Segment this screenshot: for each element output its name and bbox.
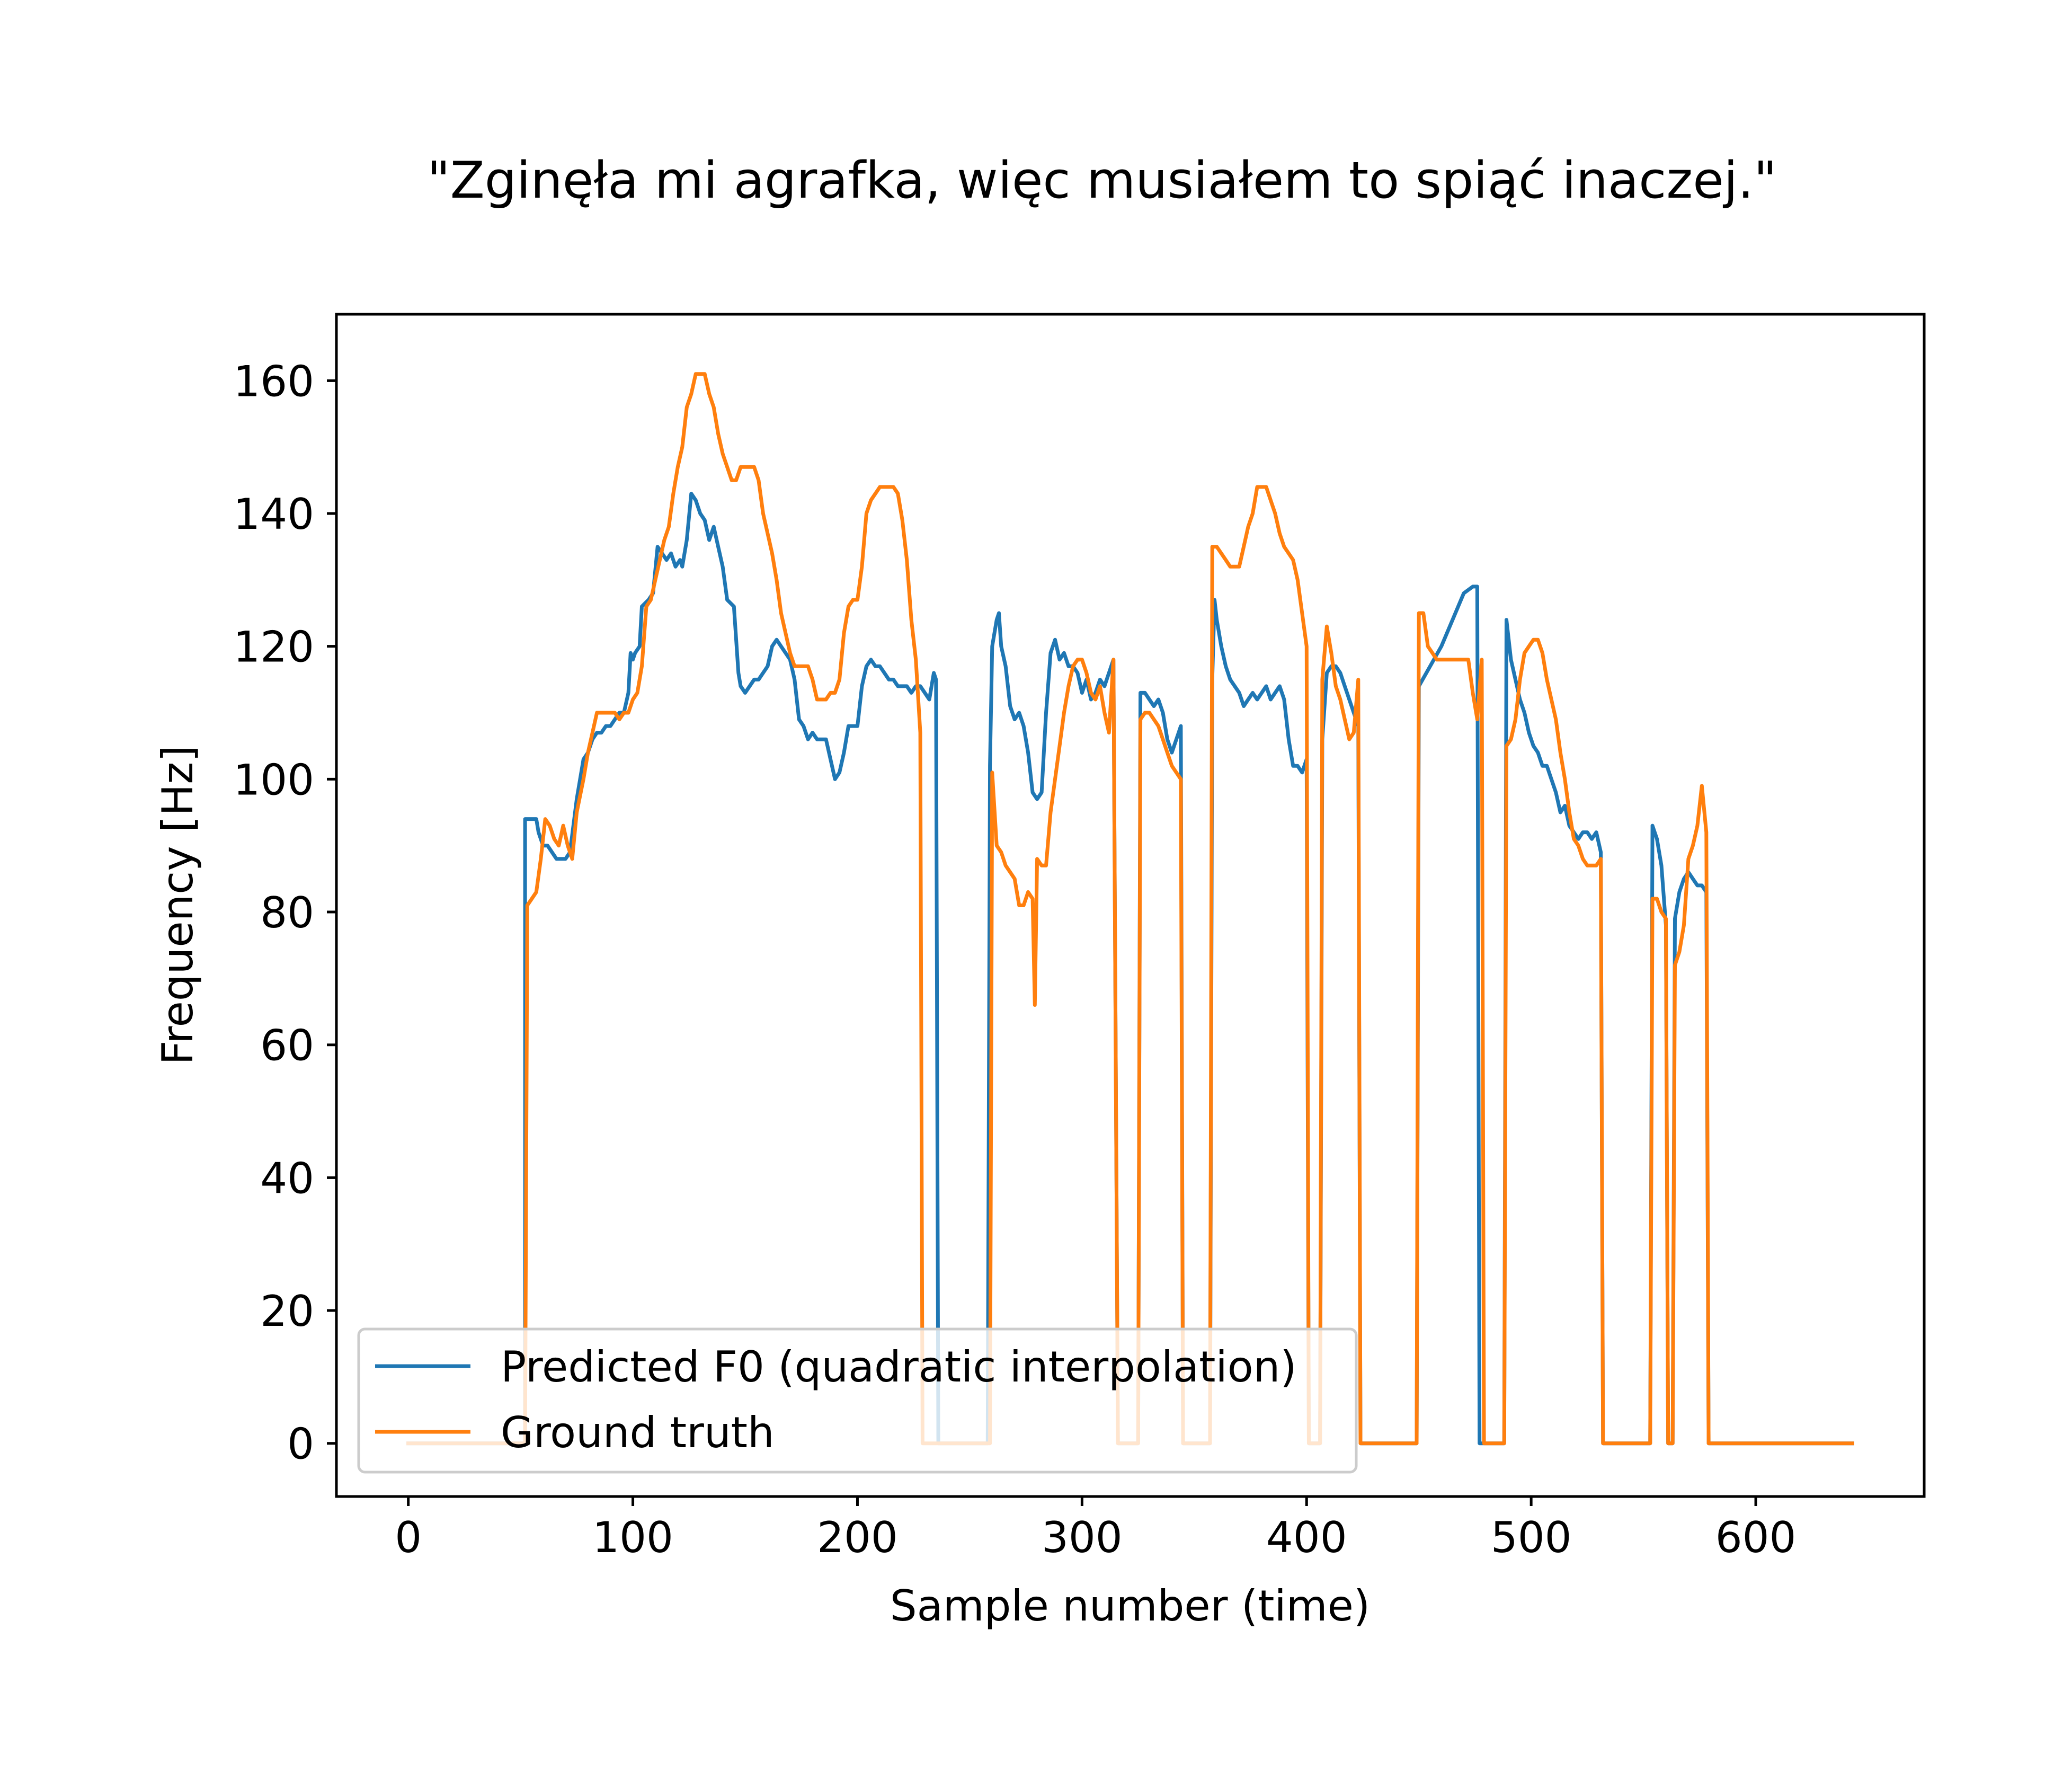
y-tick-label: 140 — [233, 490, 314, 539]
x-tick-label: 200 — [817, 1513, 898, 1562]
x-tick-label: 0 — [395, 1513, 422, 1562]
series-line-predicted — [406, 491, 1854, 1446]
y-tick-label: 100 — [233, 755, 314, 804]
chart-title: "Zginęła mi agrafka, więc musiałem to sp… — [427, 152, 1777, 210]
plot-area — [335, 313, 1926, 1498]
y-tick-label: 0 — [287, 1420, 314, 1469]
legend-box — [357, 1327, 1358, 1474]
x-tick-label: 100 — [592, 1513, 673, 1562]
x-tick-label: 400 — [1266, 1513, 1347, 1562]
y-tick-label: 160 — [233, 357, 314, 406]
legend-label-ground-truth: Ground truth — [501, 1408, 775, 1457]
y-axis-label: Frequency [Hz] — [153, 745, 202, 1065]
x-axis: 0 100 200 300 400 500 600 — [395, 1496, 1796, 1562]
x-tick-label: 600 — [1715, 1513, 1797, 1562]
legend-label-predicted: Predicted F0 (quadratic interpolation) — [501, 1342, 1297, 1392]
legend: Predicted F0 (quadratic interpolation) G… — [357, 1327, 1358, 1474]
y-tick-label: 40 — [260, 1154, 314, 1203]
series-line-ground-truth — [406, 372, 1854, 1446]
y-tick-label: 20 — [260, 1287, 314, 1336]
x-axis-label: Sample number (time) — [890, 1581, 1370, 1631]
y-axis: 0 20 40 60 80 100 120 140 160 — [233, 357, 336, 1469]
series-layer — [406, 372, 1854, 1446]
y-tick-label: 80 — [260, 888, 314, 937]
plot-frame — [335, 313, 1926, 1498]
y-tick-label: 60 — [260, 1021, 314, 1070]
x-tick-label: 500 — [1491, 1513, 1572, 1562]
x-tick-label: 300 — [1042, 1513, 1123, 1562]
y-tick-label: 120 — [233, 623, 314, 672]
